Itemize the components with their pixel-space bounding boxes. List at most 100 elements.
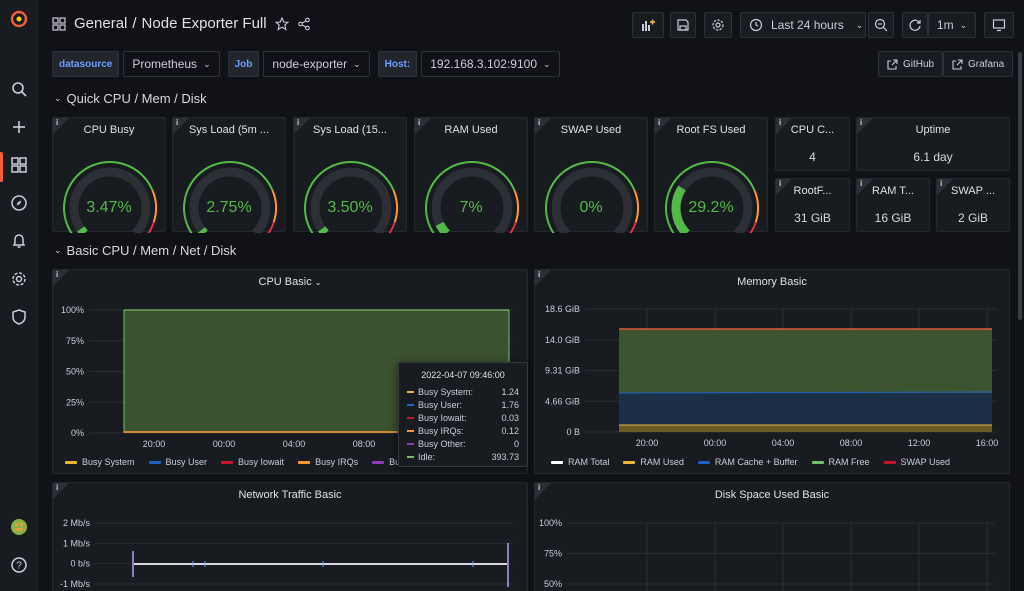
tooltip-series: Busy User: (418, 400, 463, 410)
tooltip-time: 2022-04-07 09:46:00 (421, 370, 505, 380)
ram-free-area (619, 329, 992, 393)
dashboard-title[interactable]: Node Exporter Full (141, 15, 267, 32)
legend-item[interactable]: RAM Used (623, 457, 684, 467)
grafana-logo-icon[interactable] (10, 10, 28, 28)
panel-memory-basic[interactable]: i Memory Basic 18.6 GiB 14.0 GiB 9.31 GiB 4… (534, 269, 1010, 474)
network-basic-graph[interactable]: 2 Mb/s 1 Mb/s 0 b/s -1 Mb/s (53, 483, 529, 591)
gauge-panel[interactable]: i SWAP Used 0% (534, 117, 648, 233)
info-icon[interactable]: i (173, 118, 189, 134)
row-basic-cpu[interactable]: ⌄ Basic CPU / Mem / Net / Disk (54, 243, 236, 258)
threshold-orange (271, 190, 277, 223)
datasource-select[interactable]: Prometheus ⌄ (123, 51, 220, 77)
legend-item[interactable]: SWAP Used (883, 457, 950, 467)
stat-rootfs-total[interactable]: i RootF... 31 GiB (775, 178, 850, 232)
gauge-panel[interactable]: i Sys Load (5m ... 2.75% (172, 117, 286, 233)
legend-swatch (221, 460, 234, 464)
memory-basic-graph[interactable]: 18.6 GiB 14.0 GiB 9.31 GiB 4.66 GiB 0 B 20:00… (535, 270, 1011, 475)
panel-network-basic[interactable]: i Network Traffic Basic 2 Mb/s 1 Mb/s 0 b/… (52, 482, 528, 591)
panel-title: SWAP Used (560, 124, 622, 136)
gauge-panel[interactable]: i CPU Busy 3.47% (52, 117, 166, 233)
row-quick-cpu[interactable]: ⌄ Quick CPU / Mem / Disk (54, 91, 207, 106)
info-icon[interactable]: i (857, 118, 873, 134)
zoom-out-button[interactable] (868, 12, 894, 38)
add-panel-button[interactable] (632, 12, 664, 38)
y-tick-label: 1 Mb/s (63, 538, 91, 548)
github-link[interactable]: GitHub (878, 51, 944, 77)
gauge-svg (304, 161, 398, 233)
gauge-svg (665, 161, 759, 233)
threshold-orange (513, 190, 519, 223)
gauge-panel[interactable]: i Sys Load (15... 3.50% (293, 117, 407, 233)
legend-item[interactable]: Busy Iowait (221, 457, 284, 467)
share-icon[interactable] (297, 17, 311, 31)
compass-icon[interactable] (10, 194, 28, 212)
info-icon[interactable]: i (535, 118, 551, 134)
time-picker[interactable]: Last 24 hours ⌄ (740, 12, 866, 38)
chevron-down-icon: ⌄ (855, 19, 864, 30)
legend-item[interactable]: RAM Total (551, 457, 609, 467)
gauge-svg (545, 161, 639, 233)
host-label: Host: (377, 51, 418, 77)
gear-icon[interactable] (10, 270, 28, 288)
tooltip-row: Idle: 393.73 (407, 452, 519, 462)
info-icon[interactable]: i (535, 270, 551, 286)
legend-label: Busy IRQs (315, 457, 359, 467)
gauge-panel[interactable]: i RAM Used 7% (414, 117, 528, 233)
avatar[interactable] (10, 518, 28, 536)
stat-ram-total[interactable]: i RAM T... 16 GiB (856, 178, 930, 232)
stat-swap-total[interactable]: i SWAP ... 2 GiB (936, 178, 1010, 232)
info-icon[interactable]: i (655, 118, 671, 134)
bell-icon[interactable] (10, 232, 28, 250)
dashboards-icon[interactable] (10, 156, 28, 174)
help-icon[interactable]: ? (10, 556, 28, 574)
job-select[interactable]: node-exporter ⌄ (263, 51, 370, 77)
info-icon[interactable]: i (294, 118, 310, 134)
legend-swatch (148, 460, 161, 464)
grafana-link[interactable]: Grafana (943, 51, 1014, 77)
host-select[interactable]: 192.168.3.102:9100 ⌄ (421, 51, 560, 77)
info-icon[interactable]: i (53, 118, 69, 134)
panel-title: CPU Busy (83, 124, 135, 136)
info-icon[interactable]: i (535, 483, 551, 499)
host-value: 192.168.3.102:9100 (430, 57, 537, 71)
panel-title: Sys Load (5m ... (188, 124, 270, 136)
panel-title: Memory Basic (737, 276, 807, 288)
legend-item[interactable]: RAM Cache + Buffer (697, 457, 798, 467)
info-icon[interactable]: i (53, 270, 69, 286)
star-icon[interactable] (274, 16, 289, 31)
save-button[interactable] (670, 12, 696, 38)
refresh-button[interactable] (902, 12, 928, 38)
stat-cpu-cores[interactable]: i CPU C... 4 (775, 117, 850, 171)
gauge-panel[interactable]: i Root FS Used 29.2% (654, 117, 768, 233)
search-icon[interactable] (10, 80, 28, 98)
info-icon[interactable]: i (776, 118, 792, 134)
scrollbar[interactable] (1018, 52, 1022, 320)
tooltip-swatch (407, 391, 414, 393)
legend-item[interactable]: RAM Free (811, 457, 870, 467)
legend-item[interactable]: Busy IRQs (298, 457, 358, 467)
y-tick-label: 50% (544, 579, 562, 589)
info-icon[interactable]: i (53, 483, 69, 499)
info-icon[interactable]: i (776, 179, 792, 195)
legend-label: Busy User (165, 457, 208, 467)
info-icon[interactable]: i (937, 179, 953, 195)
gauge-value: 3.47% (86, 199, 132, 216)
tooltip-row: Busy User: 1.76 (407, 400, 519, 410)
disk-basic-graph[interactable]: 100% 75% 50% (535, 483, 1011, 591)
panel-disk-basic[interactable]: i Disk Space Used Basic 100% 75% 50% (534, 482, 1010, 591)
info-icon[interactable]: i (857, 179, 873, 195)
panel-title[interactable]: CPU Basic ⌄ (53, 276, 527, 288)
info-icon[interactable]: i (415, 118, 431, 134)
tv-mode-button[interactable] (984, 12, 1014, 38)
legend-item[interactable]: Busy User (148, 457, 208, 467)
x-tick-label: 00:00 (704, 438, 727, 448)
shield-icon[interactable] (10, 308, 28, 326)
legend-item[interactable]: Busy System (65, 457, 135, 467)
breadcrumb-folder[interactable]: General (74, 15, 128, 32)
plus-icon[interactable] (10, 118, 28, 136)
refresh-interval-picker[interactable]: 1m ⌄ (928, 12, 976, 38)
settings-button[interactable] (704, 12, 732, 38)
stat-uptime[interactable]: i Uptime 6.1 day (856, 117, 1010, 171)
gauge-track (189, 167, 271, 233)
breadcrumb-separator: / (132, 15, 137, 32)
